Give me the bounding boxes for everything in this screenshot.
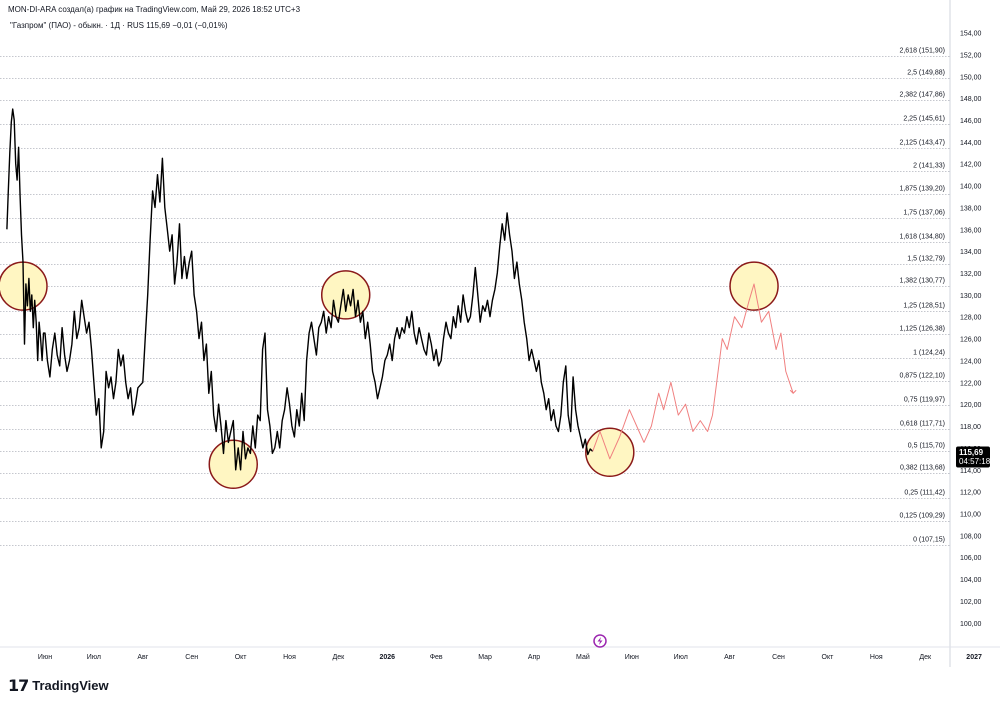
price-tick: 146,00 bbox=[960, 118, 982, 125]
projection-line bbox=[592, 283, 794, 460]
fib-label: 1,25 (128,51) bbox=[903, 303, 945, 310]
fib-label: 2,125 (143,47) bbox=[899, 140, 945, 147]
price-tick: 154,00 bbox=[960, 31, 982, 38]
price-series bbox=[6, 108, 797, 471]
price-tick: 122,00 bbox=[960, 380, 982, 387]
time-axis: Июн Июл Авг Сен Окт Ноя Дек 2026 Фев Мар Апр Май Июн… bbox=[38, 653, 982, 661]
time-tick: Сен bbox=[772, 654, 785, 661]
price-tag-value: 115,69 bbox=[959, 448, 984, 457]
price-tag-timer: 04:57:18 bbox=[959, 457, 991, 466]
price-tick: 114,00 bbox=[960, 468, 981, 475]
price-tick: 120,00 bbox=[960, 402, 982, 409]
fib-label: 0,618 (117,71) bbox=[900, 421, 945, 428]
price-tick: 112,00 bbox=[960, 490, 981, 497]
fib-label: 0,75 (119,97) bbox=[904, 397, 945, 404]
price-tick: 118,00 bbox=[960, 424, 981, 431]
fib-label: 0,875 (122,10) bbox=[899, 373, 945, 380]
time-tick: Апр bbox=[528, 654, 540, 661]
time-tick: Мар bbox=[478, 654, 492, 661]
fib-label: 0,125 (109,29) bbox=[899, 513, 945, 520]
fib-label: 1 (124,24) bbox=[913, 350, 945, 357]
time-tick: Авг bbox=[724, 654, 735, 661]
chart-credit: MON-DI-ARA создал(а) график на TradingVi… bbox=[8, 5, 301, 14]
fib-label: 1,618 (134,80) bbox=[899, 234, 945, 241]
tradingview-logo[interactable]: 17 TradingView bbox=[8, 676, 109, 695]
time-tick: Июл bbox=[87, 654, 101, 661]
fib-label: 2,382 (147,86) bbox=[899, 92, 945, 99]
time-tick: Окт bbox=[822, 654, 835, 661]
fib-label: 0 (107,15) bbox=[913, 537, 945, 544]
price-tick: 124,00 bbox=[960, 358, 982, 365]
price-tick: 136,00 bbox=[960, 227, 982, 234]
time-tick: Июн bbox=[38, 654, 52, 661]
price-tick: 134,00 bbox=[960, 249, 982, 256]
time-tick: 2027 bbox=[966, 654, 982, 661]
time-tick: Сен bbox=[185, 654, 198, 661]
price-tick: 130,00 bbox=[960, 293, 982, 300]
price-tick: 108,00 bbox=[960, 533, 982, 540]
price-tick: 110,00 bbox=[960, 511, 981, 518]
time-tick: Окт bbox=[235, 654, 248, 661]
fib-label: 1,75 (137,06) bbox=[903, 210, 945, 217]
time-tick: Фев bbox=[430, 654, 443, 661]
price-tick: 148,00 bbox=[960, 96, 982, 103]
time-tick: 2026 bbox=[380, 654, 396, 661]
highlight-circle bbox=[208, 439, 259, 490]
price-tick: 138,00 bbox=[960, 205, 982, 212]
price-tick: 140,00 bbox=[960, 184, 982, 191]
price-tick: 128,00 bbox=[960, 315, 982, 322]
fib-label: 0,25 (111,42) bbox=[904, 490, 945, 497]
fib-label: 0,382 (113,68) bbox=[900, 465, 945, 472]
time-tick: Июл bbox=[674, 654, 688, 661]
price-tick: 150,00 bbox=[960, 74, 982, 81]
fib-label: 2,5 (149,88) bbox=[907, 70, 945, 77]
time-tick: Июн bbox=[625, 654, 639, 661]
price-tick: 144,00 bbox=[960, 140, 982, 147]
price-tick: 126,00 bbox=[960, 337, 982, 344]
fib-label: 0,5 (115,70) bbox=[908, 443, 945, 450]
fib-label: 2,618 (151,90) bbox=[899, 48, 945, 55]
fib-grid: 0 (107,15) 0,125 (109,29) 0,25 (111,42) 0,3… bbox=[0, 0, 1000, 667]
price-tag-box bbox=[956, 446, 990, 468]
price-tick: 132,00 bbox=[960, 271, 982, 278]
highlight-circle bbox=[585, 427, 635, 478]
fib-label: 1,382 (130,77) bbox=[899, 278, 945, 285]
fib-label: 1,875 (139,20) bbox=[899, 186, 945, 193]
price-tick: 102,00 bbox=[960, 599, 982, 606]
time-tick: Авг bbox=[137, 654, 148, 661]
price-line bbox=[6, 108, 594, 471]
symbol-legend[interactable]: "Газпром" (ПАО) - обыкн. · 1Д · RUS 115,… bbox=[10, 21, 228, 30]
time-tick: Май bbox=[576, 653, 590, 661]
time-tick: Ноя bbox=[283, 654, 296, 661]
lightning-icon[interactable] bbox=[593, 634, 607, 648]
fib-label: 1,125 (126,38) bbox=[899, 326, 945, 333]
highlight-circle bbox=[320, 270, 371, 320]
time-tick: Ноя bbox=[870, 654, 883, 661]
time-tick: Дек bbox=[919, 654, 932, 661]
time-tick: Дек bbox=[333, 654, 346, 661]
price-axis: 100,00 102,00 104,00 106,00 108,00 110,00 112,… bbox=[960, 31, 982, 628]
fib-label: 2,25 (145,61) bbox=[903, 116, 945, 123]
price-tick: 104,00 bbox=[960, 577, 982, 584]
tradingview-logo-icon: 17 bbox=[8, 676, 29, 695]
price-tick: 142,00 bbox=[960, 162, 982, 169]
price-tick: 100,00 bbox=[960, 621, 982, 628]
tradingview-logo-text: TradingView bbox=[32, 678, 109, 693]
price-tick: 106,00 bbox=[960, 555, 982, 562]
fib-label: 2 (141,33) bbox=[913, 163, 945, 170]
price-tick: 152,00 bbox=[960, 52, 982, 59]
price-tag: 115,69 04:57:18 bbox=[956, 446, 991, 468]
fib-label: 1,5 (132,79) bbox=[907, 256, 945, 263]
projection-arrowhead bbox=[789, 389, 797, 394]
